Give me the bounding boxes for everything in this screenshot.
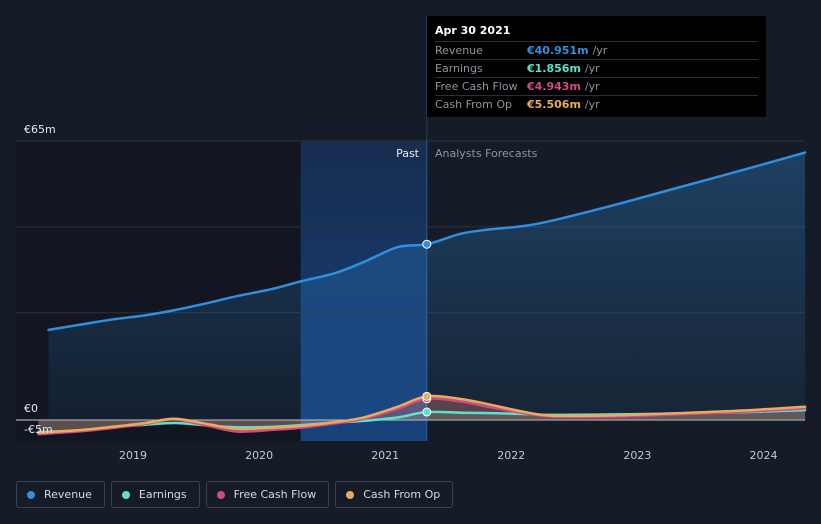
legend-label: Free Cash Flow [233, 488, 317, 501]
free-cash-flow-area [38, 398, 806, 435]
revenue-line [47, 151, 807, 332]
y-zero-label: €0 [24, 402, 38, 415]
legend-item-revenue[interactable]: Revenue [16, 481, 105, 508]
x-tick-label: 2019 [119, 449, 147, 462]
tooltip-row-label: Free Cash Flow [435, 80, 518, 93]
x-tick-label: 2022 [497, 449, 525, 462]
cash-from-op-area [38, 396, 806, 433]
legend-label: Revenue [44, 488, 92, 501]
tooltip-row-unit: /yr [592, 44, 608, 57]
legend-dot-icon [346, 490, 355, 499]
x-tick-label: 2023 [623, 449, 651, 462]
tooltip-row-value: €4.943m [527, 80, 581, 93]
legend-dot-icon [27, 490, 35, 499]
legend-item-earnings[interactable]: Earnings [110, 481, 200, 508]
legend-label: Cash From Op [363, 488, 441, 501]
chart-legend: Revenue Earnings Free Cash Flow Cash From O… [16, 481, 454, 508]
revenue-point [422, 239, 432, 249]
tooltip-row-value: €5.506m [527, 98, 581, 111]
legend-dot-icon [121, 490, 130, 499]
tooltip-row-value: €40.951m [527, 44, 589, 57]
tooltip-row-label: Revenue [435, 44, 483, 57]
tooltip-row-label: Earnings [435, 62, 483, 75]
legend-label: Earnings [138, 488, 187, 501]
tooltip-date: Apr 30 2021 [435, 24, 511, 37]
x-tick-label: 2021 [371, 449, 399, 462]
tooltip-row-value: €1.856m [527, 62, 581, 75]
cash-from-op-line [37, 394, 807, 435]
tooltip-row-unit: /yr [584, 80, 600, 93]
tooltip-row: Earnings €1.856m/yr [435, 59, 758, 77]
cash-from-op-point [422, 391, 432, 401]
past-label: Past [396, 147, 420, 160]
tooltip-row-unit: /yr [584, 98, 600, 111]
tooltip-row-label: Cash From Op [435, 98, 513, 111]
tooltip-row: Revenue €40.951m/yr [435, 41, 758, 59]
y-top-label: €65m [24, 123, 56, 136]
data-tooltip: Apr 30 2021 Revenue €40.951m/yr Earnings €1… [427, 16, 766, 117]
legend-item-cash-from-op[interactable]: Cash From Op [335, 481, 454, 508]
tooltip-row-unit: /yr [584, 62, 600, 75]
legend-dot-icon [216, 490, 225, 499]
legend-item-free-cash-flow[interactable]: Free Cash Flow [205, 481, 330, 508]
financial-chart: €65m €0 -€5m Past Analysts Forecasts 201… [16, 16, 807, 462]
tooltip-row: Cash From Op €5.506m/yr [435, 95, 758, 113]
x-tick-label: 2020 [245, 449, 273, 462]
forecast-label: Analysts Forecasts [435, 147, 538, 160]
tooltip-row: Free Cash Flow €4.943m/yr [435, 77, 758, 95]
y-bottom-label: -€5m [24, 423, 53, 436]
earnings-point [422, 407, 432, 417]
revenue-area [48, 152, 806, 420]
x-tick-label: 2024 [750, 449, 778, 462]
